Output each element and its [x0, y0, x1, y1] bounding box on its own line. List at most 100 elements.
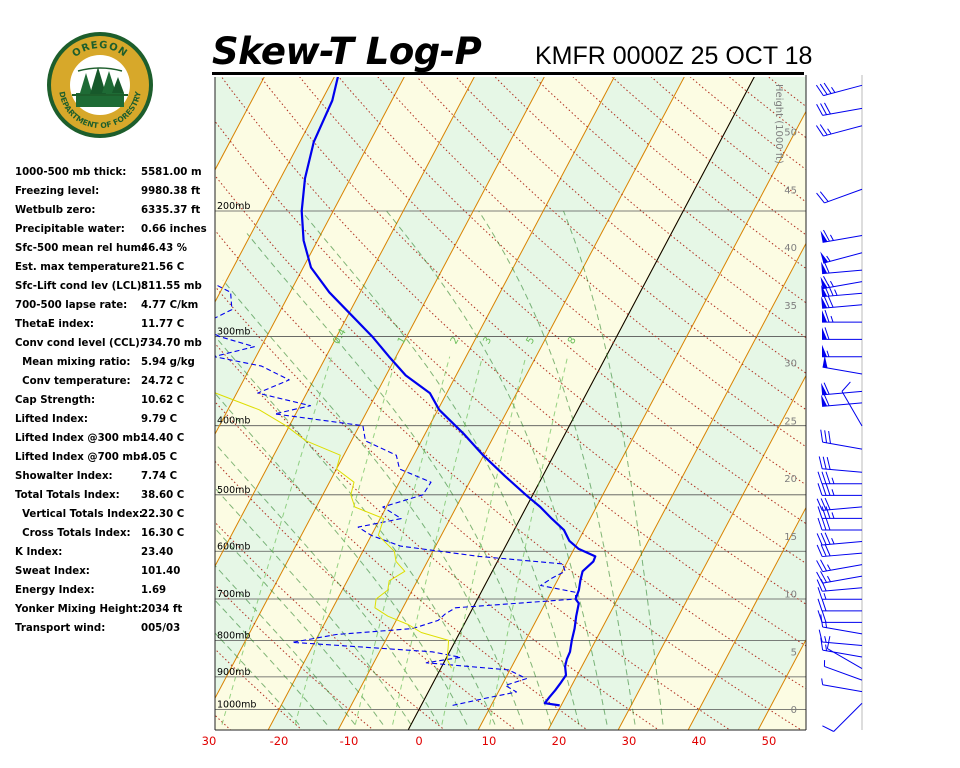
wind-barb-full [823, 276, 830, 288]
wind-barb-full [824, 532, 831, 545]
wind-barb-full [822, 725, 834, 732]
temp-tick-label: 50 [762, 734, 777, 748]
isotherm-line [0, 72, 127, 735]
parcel-trace-profile [215, 392, 452, 669]
index-label: Sfc-Lift cond lev (LCL): [15, 281, 146, 292]
wind-barb-full [821, 506, 827, 519]
moist-adiabat [215, 632, 300, 725]
wind-barb-full [821, 471, 827, 484]
index-label: Lifted Index: [15, 414, 88, 425]
moist-adiabat [246, 233, 552, 725]
wind-barb-half [823, 593, 827, 600]
temp-tick-label: 30 [202, 734, 217, 748]
index-row: Yonker Mixing Height: 2034 ft [15, 604, 215, 623]
index-row: Lifted Index @300 mb: 14.40 C [15, 433, 215, 452]
pressure-label: 300mb [217, 327, 250, 338]
wind-barb-full [820, 559, 827, 572]
wind-barb-full [828, 430, 831, 444]
wind-barb-half [831, 86, 836, 93]
index-row: Total Totals Index: 38.60 C [15, 490, 215, 509]
index-value: 005/03 [141, 623, 181, 634]
wind-barb-half [827, 128, 832, 135]
wind-barb-half [831, 477, 835, 484]
index-row: Lifted Index: 9.79 C [15, 414, 215, 433]
height-tick-label: 30 [784, 359, 797, 370]
oregon-forestry-logo: OREGON DEPARTMENT OF FORESTRY [46, 31, 154, 139]
wind-barb-full [823, 229, 830, 242]
wind-barb-full [824, 102, 831, 115]
wind-barb-half [826, 350, 830, 357]
temp-tick-label: -20 [270, 734, 289, 748]
index-row: 1000-500 mb thick: 5581.00 m [15, 167, 215, 186]
wind-barb-full [816, 560, 824, 572]
wind-barb-flag [821, 394, 828, 407]
index-value: 14.40 C [141, 433, 185, 444]
isotherm-line [617, 374, 806, 730]
isotherm-line [0, 72, 57, 735]
wind-barb-full [816, 533, 823, 546]
mixing-ratio-line [221, 356, 333, 725]
height-tick-label: 40 [784, 243, 797, 254]
index-value: 4.05 C [141, 452, 178, 463]
wind-barb-full [841, 381, 851, 392]
index-label: Yonker Mixing Height: [15, 604, 142, 615]
mixing-ratio-label: 8 [566, 335, 579, 346]
wind-barb-half [826, 255, 831, 262]
wind-barb-half [830, 315, 834, 323]
index-label: Conv temperature: [15, 376, 131, 387]
mixing-ratio-label: 3 [481, 335, 494, 346]
index-row: K Index: 23.40 [15, 547, 215, 566]
wind-barb-full [817, 598, 823, 611]
wind-barb-full [817, 587, 823, 600]
mixing-ratio-line [392, 356, 483, 725]
index-row: Lifted Index @700 mb: 4.05 C [15, 452, 215, 471]
wind-barb-full [817, 483, 823, 496]
plot-area [0, 72, 806, 735]
wind-barb-full [820, 103, 827, 115]
index-label: Cap Strength: [15, 395, 96, 406]
wind-barb-half [831, 489, 835, 496]
moist-adiabat [215, 335, 496, 725]
wind-barb-staff [822, 575, 863, 584]
wind-barb-staff [822, 107, 863, 116]
mixing-ratio-line [489, 356, 569, 725]
wind-barb-full [825, 471, 831, 484]
wind-barb-full [820, 544, 827, 557]
index-label: 700-500 lapse rate: [15, 300, 128, 311]
wind-barb-full [825, 483, 831, 496]
index-value: 46.43 % [141, 243, 187, 254]
wind-barb-full [821, 517, 827, 531]
dry-adiabat [338, 77, 806, 486]
index-label: Lifted Index @700 mb: [15, 452, 145, 463]
dry-adiabat [221, 77, 806, 605]
index-label: 1000-500 mb thick: [15, 167, 127, 178]
index-row: Freezing level: 9980.38 ft [15, 186, 215, 205]
wind-barb-flag [821, 296, 828, 309]
moist-adiabat [215, 442, 440, 725]
wind-barb-staff [822, 564, 863, 573]
height-axis-title: Height (1000 ft) [773, 84, 784, 164]
index-value: 11.77 C [141, 319, 185, 330]
wind-barb-staff [822, 641, 863, 646]
wind-barb-flag [821, 261, 828, 274]
index-label: Lifted Index @300 mb: [15, 433, 145, 444]
wind-barb-full [818, 456, 823, 469]
index-label: Sfc-500 mean rel hum: [15, 243, 146, 254]
index-value: 22.30 C [141, 509, 185, 520]
index-value: 734.70 mb [141, 338, 202, 349]
height-tick-label: 25 [784, 416, 797, 427]
index-row: Est. max temperature: 21.56 C [15, 262, 215, 281]
isotherm-line [267, 77, 615, 730]
wind-barb-flag [822, 344, 827, 357]
height-tick-label: 50 [784, 128, 797, 139]
index-label: Showalter Index: [15, 471, 113, 482]
index-label: Est. max temperature: [15, 262, 145, 273]
wind-barb-full [816, 571, 824, 584]
index-value: 10.62 C [141, 395, 185, 406]
wind-barb-full [820, 571, 827, 583]
pressure-label: 1000mb [217, 700, 256, 711]
index-row: Cap Strength: 10.62 C [15, 395, 215, 414]
pressure-label: 500mb [217, 485, 250, 496]
isotherm-line [477, 110, 806, 730]
